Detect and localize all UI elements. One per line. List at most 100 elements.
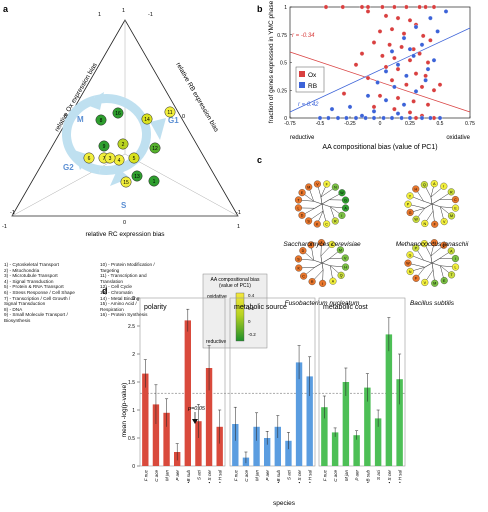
category-legend-col-1: 1) - Cytoskeletal Transport 2) - Mitochon… — [4, 262, 122, 324]
tree-leaf-label: K — [298, 266, 301, 270]
tree-leaf — [295, 264, 303, 272]
ternary-median-left — [11, 153, 126, 217]
tree-leaf — [440, 218, 448, 226]
scatter-point-ox — [425, 102, 431, 107]
tree-leaf-label: G — [409, 211, 412, 215]
tree-leaf-label: S — [297, 257, 300, 261]
bar-category-label: S aci — [376, 469, 381, 480]
scatter-point-ox — [389, 78, 395, 83]
cycle-arrow-ring-2 — [62, 95, 101, 175]
scatter-point-ox — [431, 88, 437, 93]
tree-leaf — [305, 217, 313, 225]
scatter-point-rb — [335, 115, 341, 121]
category-legend-item: 8) - DNA — [4, 306, 23, 312]
ternary-plot: 1 1 -1 -1 1 -1 -1 0 0 0 relative Ox expr… — [2, 8, 241, 238]
corner-right: -1 — [236, 210, 241, 216]
bar-group-title: metabolic cost — [323, 304, 368, 311]
scatter-point-rb — [371, 109, 377, 114]
bar-xlabel: species — [273, 500, 296, 507]
ternary-node-label: 6 — [88, 156, 91, 162]
bar-ytick-label: 0 — [132, 464, 135, 470]
bar-groups: polarity F nuc C ace M jan P aer •B sub S aci •… — [139, 297, 406, 484]
scatter-point-ox — [365, 4, 371, 10]
scatter-point-ox — [377, 29, 383, 34]
tree-leaf — [341, 204, 350, 212]
scatter-point-rb — [381, 115, 386, 121]
tree-leaf — [307, 241, 315, 249]
tree-leaf-label: M — [307, 185, 310, 189]
scatter-point-ox — [407, 110, 413, 115]
colorbar-top-label: oxidative — [207, 294, 227, 300]
tree-leaf — [336, 246, 344, 254]
ternary-node-label: 14 — [144, 117, 150, 123]
scatter-point-ox — [417, 4, 422, 10]
tree-leaf — [406, 208, 414, 217]
tree-leaf-label: A — [344, 206, 347, 210]
scatter-point-rb — [435, 29, 440, 34]
bar-category-label: C ace — [333, 470, 338, 482]
tree-leaf-label: R — [334, 219, 337, 223]
axis-label-rc: relative RC expression bias — [85, 231, 165, 238]
tree-leaf-label: Q — [423, 183, 426, 187]
tree-leaf — [451, 204, 460, 212]
scatter-point-ox — [380, 4, 385, 10]
scatter-xlabel: AA compositional bias (value of PC1) — [322, 144, 437, 151]
tree-leaf-label: M — [339, 248, 342, 252]
ternary-node-label: 16 — [115, 111, 121, 117]
tree-branch — [431, 258, 440, 264]
tree-leaf — [341, 254, 349, 262]
ternary-median-right — [124, 153, 239, 217]
tree-leaf — [430, 180, 438, 188]
category-legend-item: Biosynthesis — [4, 317, 31, 323]
axis-label-rb: relative RB expression bias — [174, 62, 220, 134]
scatter-point-ox — [392, 4, 397, 10]
colorbar-legend: AA compositional bias (value of PC1) oxi… — [202, 273, 268, 349]
category-legend-item: 5) - Protein & RNA Transport — [4, 284, 64, 290]
bar — [195, 421, 202, 466]
scatter-point-rb — [389, 115, 395, 121]
ternary-node-label: 11 — [167, 110, 172, 116]
ox-regression-line — [289, 51, 471, 113]
tree-leaf-label: H — [433, 241, 436, 245]
scatter-point-ox — [431, 4, 437, 10]
tree-leaf-label: W — [406, 262, 410, 266]
ternary-node-label: 9 — [103, 144, 106, 150]
scatter-point-ox — [420, 33, 426, 39]
bar — [364, 387, 371, 466]
scatter-point-rb — [392, 84, 397, 90]
bar-category-label: F nuc — [322, 469, 327, 481]
scatter-point-ox — [425, 60, 431, 65]
tree-branch — [321, 203, 331, 208]
bar — [285, 440, 292, 466]
scatter-point-rb — [371, 115, 377, 121]
bar-category-label: M jan — [165, 470, 170, 482]
tree-leaf-label: D — [301, 214, 304, 218]
scatter-point-ox — [359, 51, 365, 56]
scatter-xtick-label: 0.5 — [437, 121, 444, 127]
tree-branch — [320, 256, 323, 264]
scatter-point-rb — [419, 115, 425, 121]
bar-category-label: • S cer — [207, 470, 212, 484]
tree-leaf — [313, 220, 321, 228]
ternary-node — [131, 170, 143, 182]
tree-leaf-label: G — [344, 198, 347, 202]
tree-leaf — [412, 244, 420, 252]
bar — [342, 382, 350, 466]
tree-branch — [431, 199, 440, 205]
rb-r-value: r = 0.42 — [298, 102, 319, 108]
bar — [385, 334, 393, 466]
tree-title-mjan: Methanococcus janaschii — [396, 241, 469, 248]
tree-leaf-label: C — [454, 198, 457, 202]
tree-leaf — [338, 189, 346, 197]
bar-ytick-label: 1.5 — [128, 380, 135, 386]
category-legend-item: 11) - Transcription and — [100, 273, 147, 279]
tree-leaf-label: E — [443, 279, 446, 283]
scatter-point-ox — [359, 4, 365, 10]
scatter-point-ox — [323, 4, 329, 10]
ternary-node — [128, 152, 140, 164]
scatter-point-ox — [365, 75, 371, 81]
scatter-ylabel-1: fraction of genes expressed in YMC phase — [268, 0, 275, 123]
tree-branch — [321, 262, 331, 267]
tree-leaf-label: L — [297, 206, 299, 210]
bar-ytick-label: 3 — [132, 296, 135, 302]
